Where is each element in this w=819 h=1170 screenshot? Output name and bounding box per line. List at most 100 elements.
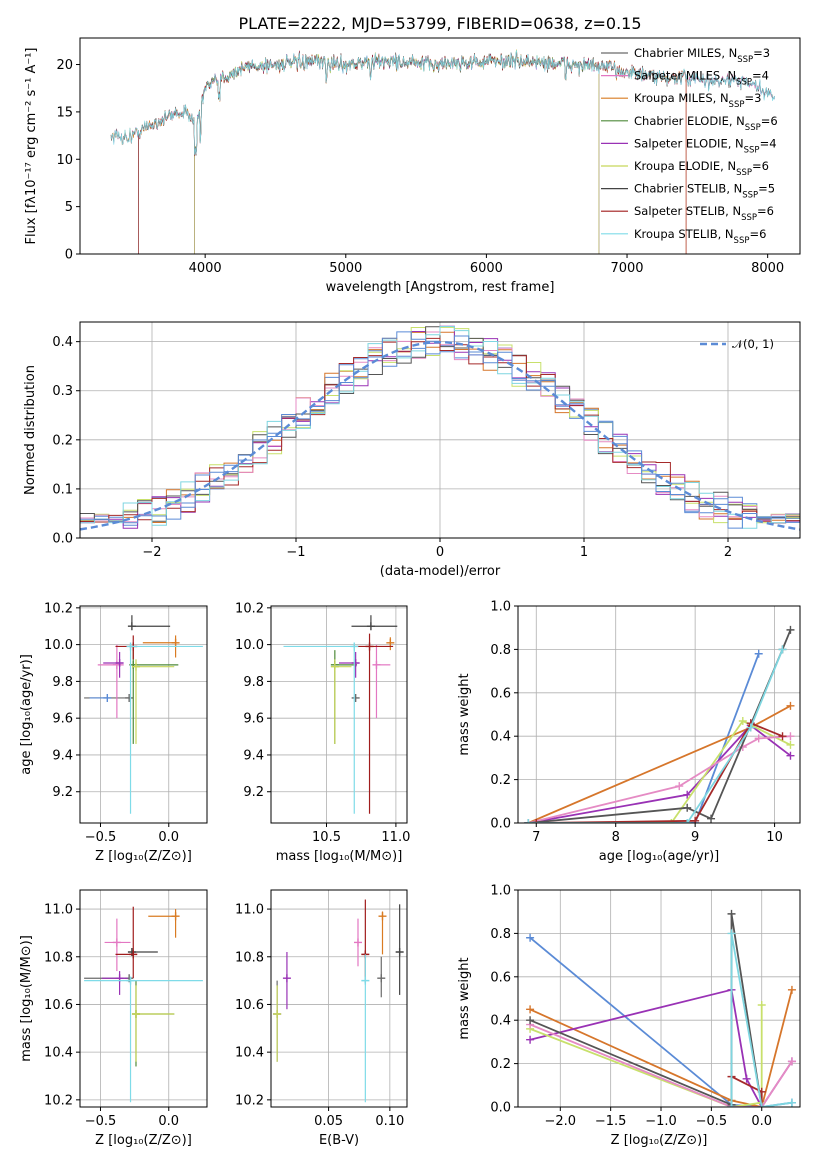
y-tick-label: 0.0: [52, 532, 73, 547]
data-point: [365, 642, 374, 651]
weight-point: [786, 751, 795, 760]
y-tick-label: 20: [56, 58, 73, 73]
weight-point: [675, 782, 684, 791]
data-point: [330, 662, 339, 671]
data-point: [395, 948, 404, 956]
spectrum-series-8: [110, 50, 775, 155]
data-point: [112, 938, 121, 947]
x-tick-label: 0: [436, 545, 444, 560]
x-tick-label: 0.05: [314, 1114, 343, 1129]
weight-point: [786, 732, 795, 741]
y-tick-label: 1.0: [490, 600, 511, 615]
weight-point: [727, 1103, 736, 1107]
y-tick-label: 1.0: [490, 884, 511, 899]
data-point: [361, 976, 370, 985]
data-point: [103, 693, 112, 702]
data-point: [126, 642, 135, 651]
data-point: [377, 974, 386, 983]
y-tick-label: 10.2: [44, 1093, 73, 1108]
panel-weight_vs_Z: −2.0 −1.5 −1.0 −0.5 0.0 0.0 0.2 0.4 0.6 0.8 1.0 Z […: [457, 884, 801, 1148]
legend-entry: Chabrier STELIB, NSSP=5: [634, 182, 775, 201]
y-tick-label: 10.2: [235, 1093, 264, 1108]
data-point: [282, 974, 291, 983]
x-tick-label: 4000: [189, 261, 222, 276]
plot-area: [273, 899, 404, 1103]
weight-point: [727, 929, 736, 938]
x-axis-label: Z [log₁₀(Z/Z⊙)]: [611, 1133, 708, 1148]
legend-entry: Salpeter STELIB, NSSP=6: [634, 204, 774, 223]
x-tick-label: 8000: [751, 261, 784, 276]
y-axis-label: mass weight: [457, 957, 472, 1039]
legend-entry: Salpeter MILES, NSSP=4: [634, 69, 769, 88]
legend-entry: Kroupa MILES, NSSP=3: [634, 91, 761, 110]
y-tick-label: 11.0: [235, 903, 264, 918]
weight-point: [532, 819, 541, 823]
legend: Chabrier MILES, NSSP=3 Salpeter MILES, NS…: [601, 46, 778, 246]
x-tick-label: 2: [724, 545, 732, 560]
histogram-series: [80, 326, 800, 529]
legend-entry: Chabrier ELODIE, NSSP=6: [634, 114, 778, 133]
gaussian-curve: [80, 340, 800, 531]
panel-age_vs_Z: −0.5 0.0 9.2 9.4 9.6 9.8 10.0 10.2 Z [log₁₀(Z/Z⊙…: [19, 601, 208, 864]
y-tick-label: 15: [56, 105, 73, 120]
x-tick-label: −1: [286, 545, 305, 560]
x-tick-label: 6000: [470, 261, 503, 276]
x-tick-label: 0.0: [158, 830, 179, 845]
spectrum-series-5: [194, 49, 600, 254]
data-point: [125, 693, 134, 702]
axes-frame: [517, 889, 801, 1108]
axes-frame: [517, 605, 801, 824]
axes-frame: [79, 889, 208, 1108]
data-point: [386, 638, 395, 647]
weight-point: [787, 985, 796, 994]
y-tick-label: 0.6: [490, 970, 511, 985]
y-tick-label: 0.0: [490, 1101, 511, 1116]
spectrum-series-3: [194, 52, 600, 254]
plot-area: [110, 49, 775, 254]
x-axis-label: wavelength [Angstrom, rest frame]: [326, 280, 555, 295]
legend-suffix: =6: [761, 114, 778, 128]
plot-area: [526, 909, 796, 1107]
y-tick-label: 0.3: [52, 384, 73, 399]
weight-point: [746, 723, 755, 732]
weight-point: [683, 803, 692, 812]
plot-area: [524, 625, 795, 823]
y-axis-label: Normed distribution: [23, 365, 38, 495]
panel-mass_vs_ebv: 0.05 0.10 10.2 10.4 10.6 10.8 11.0 E(B-V): [235, 889, 408, 1148]
y-tick-label: 10.4: [44, 1046, 73, 1061]
spectrum-series-4: [194, 51, 600, 254]
weight-point: [727, 909, 736, 918]
y-tick-label: 10.8: [235, 950, 264, 965]
weight-point: [787, 1098, 796, 1107]
y-tick-label: 9.6: [52, 712, 73, 727]
y-tick-label: 10: [56, 153, 73, 168]
legend-entry: 𝒩(0, 1): [732, 337, 774, 351]
x-tick-label: 7: [532, 830, 540, 845]
y-tick-label: 9.2: [243, 785, 264, 800]
legend-entry: Chabrier MILES, NSSP=3: [634, 46, 770, 65]
panel-weight_vs_age: 7 8 9 10 0.0 0.2 0.4 0.6 0.8 1.0 age [log₁₀(age/yr…: [457, 600, 801, 864]
x-tick-label: −0.5: [85, 1114, 117, 1129]
weight-series: [730, 933, 793, 1107]
weight-series: [536, 719, 791, 823]
y-tick-label: 0.2: [490, 773, 511, 788]
y-axis-label: mass [log₁₀(M/M⊙)]: [19, 935, 34, 1062]
y-tick-label: 0.1: [52, 482, 73, 497]
legend-subscript: SSP: [742, 191, 758, 201]
legend-suffix: =3: [753, 46, 770, 60]
data-point: [350, 642, 359, 651]
weight-point: [778, 645, 787, 654]
y-tick-label: 0.8: [490, 643, 511, 658]
legend-subscript: SSP: [729, 100, 745, 110]
weight-point: [787, 1057, 796, 1066]
y-tick-label: 5: [65, 200, 73, 215]
plot-area: [80, 325, 800, 531]
data-point: [351, 693, 360, 702]
weight-point: [757, 1001, 766, 1010]
x-tick-label: −1.5: [595, 1114, 627, 1129]
weight-series: [529, 989, 793, 1107]
x-tick-label: 0.0: [158, 1114, 179, 1129]
data-point: [126, 976, 135, 985]
x-tick-label: 8: [612, 830, 620, 845]
